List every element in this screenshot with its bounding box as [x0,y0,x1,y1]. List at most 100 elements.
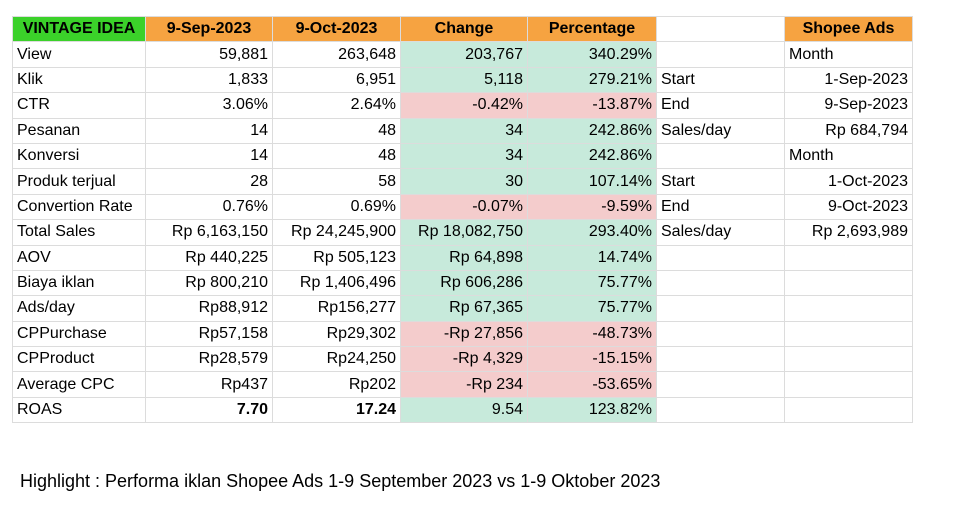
oct-value-cell[interactable]: 48 [272,117,401,144]
side-value-cell[interactable] [784,295,913,322]
sep-value-cell[interactable]: Rp88,912 [145,295,273,322]
metric-label-cell[interactable]: Ads/day [12,295,146,322]
percentage-value-cell[interactable]: 75.77% [527,269,657,297]
change-value-cell[interactable]: -Rp 27,856 [400,320,528,348]
oct-value-cell[interactable]: Rp202 [272,371,401,398]
sep-value-cell[interactable]: 3.06% [145,92,273,119]
percentage-value-cell[interactable]: 293.40% [527,219,657,246]
side-label-cell[interactable] [656,371,785,398]
change-value-cell[interactable]: -Rp 4,329 [400,346,528,373]
oct-value-cell[interactable]: Rp 24,245,900 [272,219,401,246]
side-label-cell[interactable] [656,295,785,322]
change-value-cell[interactable]: Rp 18,082,750 [400,219,528,246]
header-empty-cell[interactable] [656,15,785,43]
side-label-cell[interactable]: Sales/day [656,117,785,144]
oct-value-cell[interactable]: 2.64% [272,92,401,119]
side-value-cell[interactable]: Month [784,142,913,170]
side-label-cell[interactable] [656,320,785,348]
change-value-cell[interactable]: 34 [400,117,528,144]
side-value-cell[interactable]: 1-Sep-2023 [784,66,913,94]
header-brand-cell[interactable]: VINTAGE IDEA [12,15,146,43]
percentage-value-cell[interactable]: 75.77% [527,295,657,322]
side-value-cell[interactable] [784,371,913,398]
oct-value-cell[interactable]: 263,648 [272,41,401,68]
percentage-value-cell[interactable]: 242.86% [527,142,657,170]
header-percentage-cell[interactable]: Percentage [527,15,657,43]
percentage-value-cell[interactable]: -15.15% [527,346,657,373]
metric-label-cell[interactable]: Convertion Rate [12,193,146,221]
metric-label-cell[interactable]: Total Sales [12,219,146,246]
side-value-cell[interactable] [784,244,913,271]
sep-value-cell[interactable]: 1,833 [145,66,273,94]
percentage-value-cell[interactable]: 14.74% [527,244,657,271]
oct-value-cell[interactable]: 0.69% [272,193,401,221]
change-value-cell[interactable]: 9.54 [400,396,528,424]
metric-label-cell[interactable]: Klik [12,66,146,94]
percentage-value-cell[interactable]: 107.14% [527,168,657,195]
sep-value-cell[interactable]: Rp 800,210 [145,269,273,297]
percentage-value-cell[interactable]: 340.29% [527,41,657,68]
change-value-cell[interactable]: Rp 64,898 [400,244,528,271]
oct-value-cell[interactable]: 58 [272,168,401,195]
percentage-value-cell[interactable]: -13.87% [527,92,657,119]
side-label-cell[interactable]: Start [656,168,785,195]
percentage-value-cell[interactable]: -9.59% [527,193,657,221]
percentage-value-cell[interactable]: 242.86% [527,117,657,144]
oct-value-cell[interactable]: Rp 1,406,496 [272,269,401,297]
change-value-cell[interactable]: 34 [400,142,528,170]
header-shopee-ads-cell[interactable]: Shopee Ads [784,15,913,43]
oct-value-cell[interactable]: 6,951 [272,66,401,94]
metric-label-cell[interactable]: ROAS [12,396,146,424]
side-value-cell[interactable]: 1-Oct-2023 [784,168,913,195]
header-date-sep-cell[interactable]: 9-Sep-2023 [145,15,273,43]
header-date-oct-cell[interactable]: 9-Oct-2023 [272,15,401,43]
metric-label-cell[interactable]: Biaya iklan [12,269,146,297]
metric-label-cell[interactable]: Pesanan [12,117,146,144]
change-value-cell[interactable]: 203,767 [400,41,528,68]
sep-value-cell[interactable]: 7.70 [145,396,273,424]
side-value-cell[interactable] [784,346,913,373]
side-value-cell[interactable]: 9-Sep-2023 [784,92,913,119]
side-label-cell[interactable] [656,244,785,271]
oct-value-cell[interactable]: Rp24,250 [272,346,401,373]
percentage-value-cell[interactable]: 279.21% [527,66,657,94]
side-value-cell[interactable]: Rp 684,794 [784,117,913,144]
metric-label-cell[interactable]: CPPurchase [12,320,146,348]
oct-value-cell[interactable]: 17.24 [272,396,401,424]
side-value-cell[interactable] [784,320,913,348]
change-value-cell[interactable]: -Rp 234 [400,371,528,398]
sep-value-cell[interactable]: Rp57,158 [145,320,273,348]
change-value-cell[interactable]: -0.07% [400,193,528,221]
oct-value-cell[interactable]: 48 [272,142,401,170]
side-label-cell[interactable] [656,269,785,297]
oct-value-cell[interactable]: Rp 505,123 [272,244,401,271]
side-label-cell[interactable]: Sales/day [656,219,785,246]
side-value-cell[interactable] [784,269,913,297]
side-label-cell[interactable]: End [656,92,785,119]
change-value-cell[interactable]: -0.42% [400,92,528,119]
header-change-cell[interactable]: Change [400,15,528,43]
sep-value-cell[interactable]: 14 [145,117,273,144]
sep-value-cell[interactable]: Rp28,579 [145,346,273,373]
metric-label-cell[interactable]: CPProduct [12,346,146,373]
sep-value-cell[interactable]: 0.76% [145,193,273,221]
sep-value-cell[interactable]: 14 [145,142,273,170]
oct-value-cell[interactable]: Rp156,277 [272,295,401,322]
metric-label-cell[interactable]: View [12,41,146,68]
change-value-cell[interactable]: Rp 67,365 [400,295,528,322]
side-label-cell[interactable] [656,396,785,424]
percentage-value-cell[interactable]: 123.82% [527,396,657,424]
metric-label-cell[interactable]: AOV [12,244,146,271]
change-value-cell[interactable]: 5,118 [400,66,528,94]
side-value-cell[interactable]: Rp 2,693,989 [784,219,913,246]
sep-value-cell[interactable]: 59,881 [145,41,273,68]
sep-value-cell[interactable]: Rp 440,225 [145,244,273,271]
sep-value-cell[interactable]: 28 [145,168,273,195]
side-label-cell[interactable]: Start [656,66,785,94]
metric-label-cell[interactable]: Produk terjual [12,168,146,195]
side-value-cell[interactable]: Month [784,41,913,68]
side-label-cell[interactable] [656,346,785,373]
percentage-value-cell[interactable]: -48.73% [527,320,657,348]
side-value-cell[interactable] [784,396,913,424]
metric-label-cell[interactable]: CTR [12,92,146,119]
